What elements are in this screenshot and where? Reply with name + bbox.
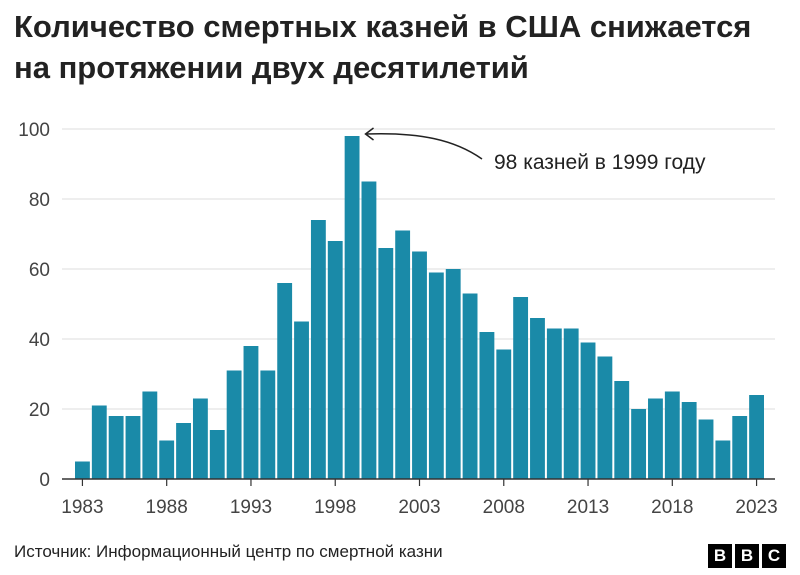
annotation-label: 98 казней в 1999 году <box>494 151 706 174</box>
y-tick-label: 0 <box>39 470 50 491</box>
y-tick-label: 20 <box>29 400 50 421</box>
bbc-logo-letter: B <box>708 544 732 568</box>
bar <box>361 181 377 479</box>
bar <box>142 391 158 479</box>
bar <box>327 241 343 479</box>
y-tick-label: 60 <box>29 260 50 281</box>
bar <box>664 391 680 479</box>
bar <box>698 419 714 479</box>
bar <box>563 328 579 479</box>
x-tick-label: 2018 <box>651 497 693 518</box>
bar <box>260 370 276 479</box>
y-tick-label: 80 <box>29 190 50 211</box>
x-tick-label: 1983 <box>61 497 103 518</box>
bbc-logo: B B C <box>708 544 786 568</box>
bar <box>631 409 647 479</box>
bar <box>108 416 124 479</box>
x-tick-label: 2013 <box>567 497 609 518</box>
annotation: 98 казней в 1999 году <box>364 127 706 174</box>
bar <box>412 251 427 479</box>
bar <box>294 321 309 479</box>
bar <box>159 440 175 479</box>
bar <box>513 297 529 479</box>
annotation-arrow <box>365 132 483 160</box>
bar <box>749 395 764 479</box>
bar <box>732 416 748 479</box>
x-tick-labels: 1983 1988 1993 1998 2003 2008 2013 2018 2023 <box>61 479 778 518</box>
chart-title: Количество смертных казней в США снижает… <box>14 9 752 85</box>
bar <box>75 461 90 479</box>
bar <box>648 398 663 479</box>
bar <box>243 346 259 479</box>
bar <box>176 423 191 479</box>
bar <box>428 272 444 479</box>
bar <box>445 269 461 479</box>
bar <box>192 398 208 479</box>
source-note: Источник: Информационный центр по смертн… <box>14 542 443 561</box>
y-tick-label: 100 <box>18 120 50 141</box>
bar <box>226 370 242 479</box>
bar <box>125 416 141 479</box>
annotation-arrowhead <box>364 127 374 141</box>
bar <box>546 328 562 479</box>
x-tick-label: 1998 <box>314 497 356 518</box>
bar <box>597 356 613 479</box>
bar <box>681 402 697 479</box>
bar <box>614 381 630 479</box>
bbc-logo-letter: B <box>735 544 759 568</box>
bar <box>310 220 326 479</box>
bar <box>378 248 394 479</box>
x-tick-label: 2003 <box>398 497 440 518</box>
bar <box>344 136 360 479</box>
y-tick-labels: 0 20 40 60 80 100 <box>18 120 50 491</box>
bbc-logo-letter: C <box>762 544 786 568</box>
bar <box>580 342 596 479</box>
x-tick-label: 1988 <box>146 497 188 518</box>
bars <box>75 136 764 479</box>
footer: Источник: Информационный центр по смертн… <box>0 536 800 575</box>
x-tick-label: 1993 <box>230 497 272 518</box>
bar <box>715 440 731 479</box>
bar <box>277 283 293 479</box>
bar <box>479 332 495 479</box>
bar <box>496 349 512 479</box>
x-tick-label: 2023 <box>735 497 777 518</box>
bar <box>462 293 478 479</box>
bar <box>530 318 545 479</box>
bar <box>209 430 225 479</box>
y-tick-label: 40 <box>29 330 50 351</box>
bar <box>395 230 411 479</box>
x-tick-label: 2008 <box>483 497 525 518</box>
bar <box>91 405 107 479</box>
